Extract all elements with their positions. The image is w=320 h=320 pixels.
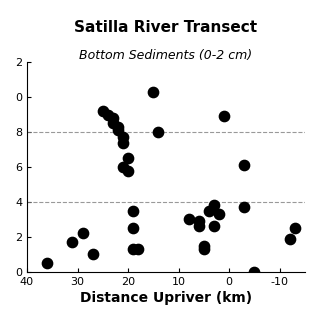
Point [131, 226, 136, 231]
Point [116, 124, 121, 129]
Point [156, 130, 161, 135]
Point [196, 219, 201, 224]
Point [206, 208, 212, 213]
Point [125, 156, 131, 161]
Point [110, 116, 116, 121]
Point [105, 112, 110, 117]
Title: Bottom Sediments (0-2 cm): Bottom Sediments (0-2 cm) [79, 49, 252, 62]
Point [252, 269, 257, 275]
Point [151, 89, 156, 94]
Point [136, 247, 141, 252]
Point [80, 231, 85, 236]
Point [186, 217, 191, 222]
Point [120, 135, 125, 140]
Point [110, 121, 116, 126]
X-axis label: Distance Upriver (km): Distance Upriver (km) [80, 291, 252, 305]
Point [125, 168, 131, 173]
Point [217, 212, 222, 217]
Point [221, 114, 227, 119]
Point [287, 236, 292, 241]
Point [70, 240, 75, 245]
Point [120, 140, 125, 145]
Point [212, 203, 217, 208]
Point [131, 208, 136, 213]
Point [131, 247, 136, 252]
Point [45, 261, 50, 266]
Point [201, 247, 206, 252]
Point [292, 226, 298, 231]
Point [242, 205, 247, 210]
Point [120, 164, 125, 170]
Point [242, 163, 247, 168]
Text: Satilla River Transect: Satilla River Transect [75, 20, 258, 35]
Point [212, 224, 217, 229]
Point [100, 108, 105, 114]
Point [201, 243, 206, 248]
Point [116, 128, 121, 133]
Point [90, 252, 95, 257]
Point [196, 224, 201, 229]
